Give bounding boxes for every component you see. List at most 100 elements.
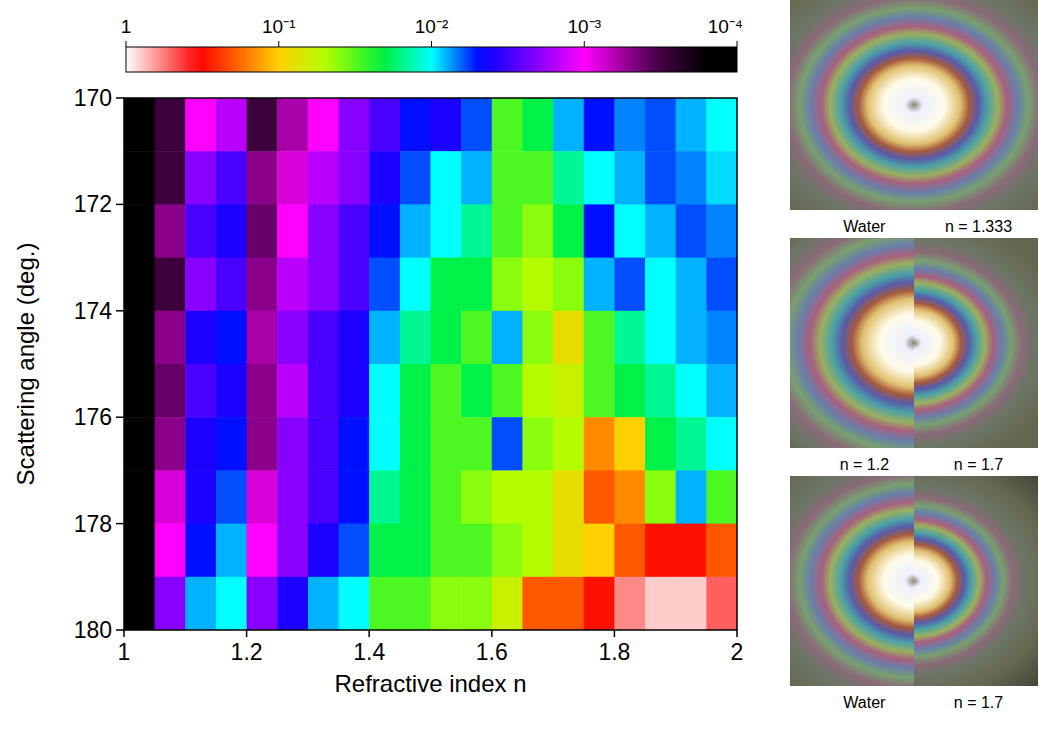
heat-cell [277,524,308,578]
heat-cell [614,577,645,630]
heat-cell [369,311,400,365]
heat-cell [431,470,462,524]
heat-cell [216,98,247,152]
heat-cell [339,311,370,365]
heat-cell [155,470,186,524]
heat-cell [216,470,247,524]
glory-image [914,0,1038,210]
glory-image [914,476,1038,686]
x-tick-label: 1 [118,639,131,665]
heat-cell [400,364,431,418]
heat-cell [522,524,553,578]
heat-cell [124,311,155,365]
colorbar-tick [737,41,738,47]
heat-cell [706,364,737,418]
heat-cell [277,364,308,418]
heat-cell [247,311,278,365]
heat-cell [308,577,339,630]
heat-cell [277,417,308,471]
heat-cell [277,258,308,312]
heat-cell [706,470,737,524]
y-tick-label: 170 [74,85,112,111]
heat-cell [339,258,370,312]
heat-cell [706,258,737,312]
heat-cell [614,204,645,258]
heat-cell [124,470,155,524]
heat-cell [124,524,155,578]
heat-cell [339,417,370,471]
heat-cell [614,258,645,312]
heat-cell [492,417,523,471]
heat-cell [553,151,584,205]
heat-cell [400,151,431,205]
y-tick [116,204,124,206]
heat-cell [277,470,308,524]
y-tick-label: 180 [74,617,112,643]
heat-cell [339,470,370,524]
heat-cell [676,524,707,578]
heat-cell [308,364,339,418]
heat-cell [247,98,278,152]
heat-cell [124,258,155,312]
heat-cell [155,577,186,630]
heat-cell [216,311,247,365]
heat-cell [492,577,523,630]
y-tick-label: 176 [74,404,112,430]
heat-cell [431,98,462,152]
heat-cell [706,311,737,365]
heat-cell [645,204,676,258]
y-tick [116,310,124,312]
panel-caption: Water [843,694,886,711]
heat-cell [645,151,676,205]
heat-cell [369,151,400,205]
x-tick-label: 1.4 [353,639,385,665]
heat-cell [461,151,492,205]
heat-cell [216,417,247,471]
heat-cell [216,364,247,418]
colorbar-tick-label: 1 [121,16,132,37]
colorbar-tick-label: 10⁻² [415,16,448,37]
heat-cell [155,311,186,365]
heat-cell [676,151,707,205]
heat-cell [492,524,523,578]
heat-cell [584,577,615,630]
heat-cell [431,524,462,578]
heat-cell [706,577,737,630]
heat-cell [706,204,737,258]
y-tick [116,523,124,525]
heat-cell [277,577,308,630]
heat-cell [676,417,707,471]
heat-cell [369,470,400,524]
heat-cell [400,204,431,258]
y-axis-title: Scattering angle (deg.) [12,243,39,486]
y-tick [116,629,124,631]
heat-cell [584,524,615,578]
heat-cell [461,98,492,152]
heat-cell [431,311,462,365]
heat-cell [124,98,155,152]
heat-cell [584,98,615,152]
heat-cell [645,470,676,524]
figure: 11.21.41.61.82180178176174172170Refracti… [0,0,1049,729]
heat-cell [614,364,645,418]
heat-cell [124,577,155,630]
heat-cell [155,364,186,418]
heat-cell [492,364,523,418]
heat-cell [185,98,216,152]
heat-cell [277,151,308,205]
x-tick [123,630,125,637]
heat-cell [369,364,400,418]
heat-cell [124,204,155,258]
heat-cell [216,258,247,312]
heat-cell [522,577,553,630]
heat-cell [614,311,645,365]
heat-cell [522,151,553,205]
panel-caption: Water [843,218,886,235]
heat-cell [706,524,737,578]
colorbar-tick [431,41,432,47]
heat-cell [400,470,431,524]
heat-cell [492,470,523,524]
heat-cell [124,417,155,471]
colorbar [126,47,737,72]
heat-cell [400,524,431,578]
